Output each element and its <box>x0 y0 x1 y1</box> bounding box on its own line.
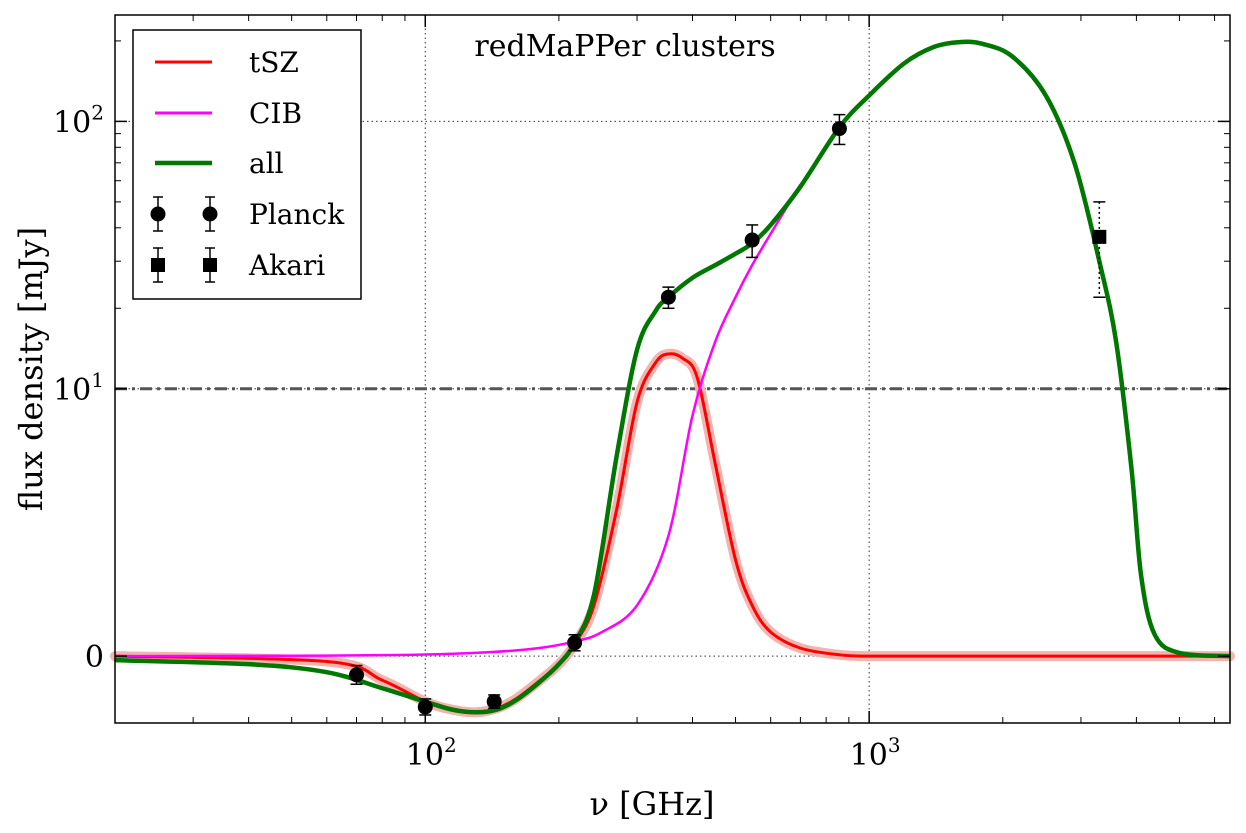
akari-point-0 <box>1092 229 1107 244</box>
x-axis-label: ν [GHz] <box>590 785 715 823</box>
planck-point-1 <box>417 699 433 715</box>
planck-point-3 <box>567 635 583 651</box>
legend-label-akari: Akari <box>248 249 325 282</box>
legend-marker-planck-1 <box>202 206 218 222</box>
planck-point-6 <box>831 121 847 137</box>
legend-marker-planck-0 <box>150 206 166 222</box>
chart-title: redMaPPer clusters <box>474 29 775 64</box>
legend-label-planck: Planck <box>249 198 345 231</box>
data-points-layer <box>349 113 1107 716</box>
axis-ticks: 102 103 0 101 102 <box>53 15 1230 773</box>
series-layer <box>114 39 1231 715</box>
planck-point-5 <box>744 232 760 248</box>
y-axis-label: flux density [mJy] <box>12 227 50 511</box>
planck-point-2 <box>486 694 502 710</box>
legend-marker-akari-1 <box>203 258 217 272</box>
y-tick-label-2: 102 <box>53 100 104 140</box>
legend-label-all: all <box>249 147 284 180</box>
legend-label-tsz: tSZ <box>249 46 299 79</box>
x-tick-label-1: 103 <box>850 733 901 773</box>
x-tick-label-0: 102 <box>406 733 457 773</box>
plot-frame <box>114 14 1231 724</box>
legend-label-cib: CIB <box>249 97 302 130</box>
y-tick-label-0: 0 <box>85 640 104 675</box>
y-tick-label-1: 101 <box>53 368 104 408</box>
planck-point-0 <box>349 667 365 683</box>
legend: tSZ CIB all Planck Akari <box>132 29 362 300</box>
legend-marker-akari-0 <box>151 258 165 272</box>
series-line-cib <box>114 184 802 658</box>
planck-point-4 <box>660 289 676 305</box>
series-line-all <box>114 39 1231 715</box>
